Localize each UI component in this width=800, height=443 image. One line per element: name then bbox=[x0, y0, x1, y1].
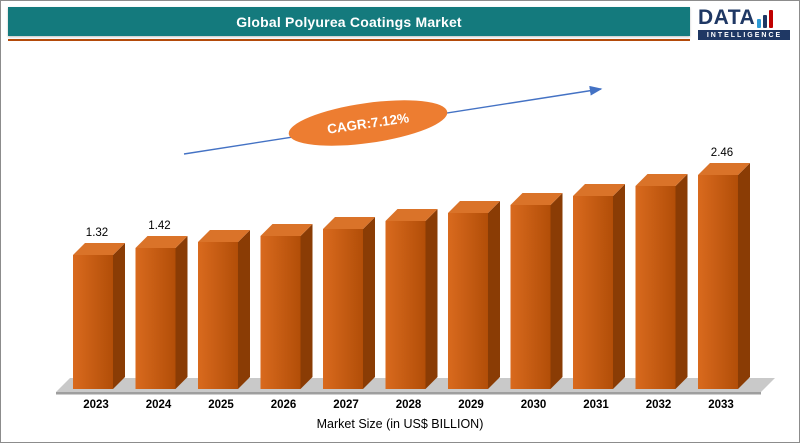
bar-value-label-2023: 1.32 bbox=[86, 227, 108, 239]
bar-top-2032 bbox=[635, 174, 688, 186]
bar-top-2033 bbox=[698, 163, 750, 175]
bar-side-2033 bbox=[738, 163, 750, 389]
bar-2024 bbox=[135, 248, 176, 389]
bar-chart-icon bbox=[757, 10, 774, 28]
bar-top-2026 bbox=[260, 224, 313, 236]
logo-tagline: INTELLIGENCE bbox=[698, 30, 790, 40]
bar-2026 bbox=[260, 236, 301, 389]
bar-top-2030 bbox=[510, 193, 563, 205]
bar-top-2024 bbox=[135, 236, 188, 248]
bar-side-2025 bbox=[238, 230, 250, 389]
x-axis-title: Market Size (in US$ BILLION) bbox=[316, 417, 484, 431]
x-tick-2025: 2025 bbox=[208, 399, 234, 411]
bar-side-2024 bbox=[175, 236, 188, 389]
x-tick-2032: 2032 bbox=[646, 399, 672, 411]
bar-side-2029 bbox=[488, 201, 500, 389]
cagr-ellipse bbox=[288, 100, 448, 146]
bar-top-2027 bbox=[323, 217, 375, 229]
x-tick-2023: 2023 bbox=[83, 399, 109, 411]
x-tick-2028: 2028 bbox=[396, 399, 422, 411]
x-tick-2033: 2033 bbox=[708, 399, 734, 411]
bar-side-2023 bbox=[113, 243, 125, 389]
bar-side-2027 bbox=[363, 217, 375, 389]
bar-top-2028 bbox=[385, 209, 438, 221]
x-tick-2029: 2029 bbox=[458, 399, 484, 411]
x-tick-2026: 2026 bbox=[271, 399, 297, 411]
x-tick-2027: 2027 bbox=[333, 399, 359, 411]
bar-side-2030 bbox=[550, 193, 563, 389]
bar-value-label-2033: 2.46 bbox=[711, 147, 733, 159]
bar-top-2023 bbox=[73, 243, 125, 255]
bar-top-2025 bbox=[198, 230, 250, 242]
bar-side-2026 bbox=[300, 224, 313, 389]
bar-side-2028 bbox=[425, 209, 438, 389]
title-underline bbox=[8, 39, 690, 41]
x-tick-2030: 2030 bbox=[521, 399, 547, 411]
chart-floor-edge bbox=[56, 392, 761, 395]
bar-2023 bbox=[73, 255, 113, 389]
bar-2030 bbox=[510, 205, 551, 389]
x-tick-2031: 2031 bbox=[583, 399, 609, 411]
bar-side-2031 bbox=[613, 184, 625, 389]
chart-title: Global Polyurea Coatings Market bbox=[236, 13, 462, 30]
bar-2032 bbox=[635, 186, 676, 389]
bar-side-2032 bbox=[675, 174, 688, 389]
bar-2031 bbox=[573, 196, 613, 389]
bar-2027 bbox=[323, 229, 363, 389]
title-bar: Global Polyurea Coatings Market bbox=[8, 7, 690, 36]
bar-2029 bbox=[448, 213, 488, 389]
bar-value-label-2024: 1.42 bbox=[148, 220, 170, 232]
x-tick-2024: 2024 bbox=[146, 399, 172, 411]
bar-2033 bbox=[698, 175, 738, 389]
logo-text: DATA bbox=[698, 6, 756, 29]
bar-top-2029 bbox=[448, 201, 500, 213]
bar-2028 bbox=[385, 221, 426, 389]
bar-2025 bbox=[198, 242, 238, 389]
brand-logo: DATA INTELLIGENCE bbox=[698, 6, 790, 40]
bar-top-2031 bbox=[573, 184, 625, 196]
